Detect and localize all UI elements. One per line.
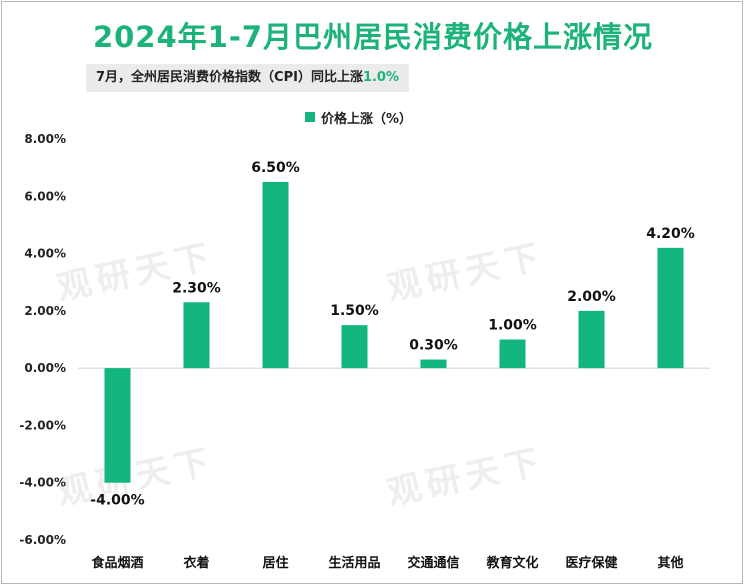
y-tick-label: 8.00% [24,132,66,146]
bar [183,302,210,369]
legend-label: 价格上涨（%） [321,111,413,127]
y-tick-label: 0.00% [24,361,66,375]
bar [341,325,368,369]
data-label: 1.00% [488,318,537,334]
data-label: 4.20% [646,226,695,242]
x-tick-label: 衣着 [183,555,209,571]
data-label: 6.50% [251,160,300,176]
bar-series [104,181,684,483]
data-label: 2.00% [567,289,616,305]
x-tick-label: 食品烟酒 [91,555,143,571]
y-axis: 8.00% 6.00% 4.00% 2.00% 0.00% -2.00% -4.00% -6.… [19,132,66,547]
chart-title: 2024年1-7月巴州居民消费价格上涨情况 [92,20,654,54]
data-label: 1.50% [330,303,379,319]
x-tick-label: 医疗保健 [565,555,617,571]
watermark-text: 观研天下 [384,236,549,308]
bar [262,181,289,369]
x-axis: 食品烟酒 衣着 居住 生活用品 交通通信 教育文化 医疗保健 其他 [91,555,683,571]
y-tick-label: -4.00% [19,476,66,490]
y-tick-label: -6.00% [19,533,66,547]
x-tick-label: 教育文化 [485,555,538,571]
x-tick-label: 其他 [657,555,683,571]
bar [578,310,605,369]
x-tick-label: 生活用品 [328,555,380,571]
watermark-text: 观研天下 [384,441,549,513]
bar [420,359,447,369]
y-tick-label: -2.00% [19,418,66,432]
data-label: 2.30% [172,280,221,296]
bar [104,368,131,483]
bar [657,247,684,369]
cpi-summary-text: 7月，全州居民消费价格指数（CPI）同比上涨 [96,70,363,85]
legend-swatch [305,112,315,122]
watermark-text: 观研天下 [54,236,219,308]
y-tick-label: 2.00% [24,304,66,318]
data-labels: -4.00% 2.30% 6.50% 1.50% 0.30% 1.00% 2.00% 4.20… [90,160,694,509]
chart-legend: 价格上涨（%） [305,108,413,127]
cpi-summary-value: 1.0% [362,70,400,85]
data-label: -4.00% [90,493,144,509]
x-tick-label: 居住 [262,555,288,571]
data-label: 0.30% [409,338,458,354]
y-tick-label: 4.00% [24,247,66,261]
cpi-summary: 7月，全州居民消费价格指数（CPI）同比上涨1.0% [86,64,410,92]
y-tick-label: 6.00% [24,189,66,203]
bar [499,339,526,369]
x-tick-label: 交通通信 [407,555,459,571]
